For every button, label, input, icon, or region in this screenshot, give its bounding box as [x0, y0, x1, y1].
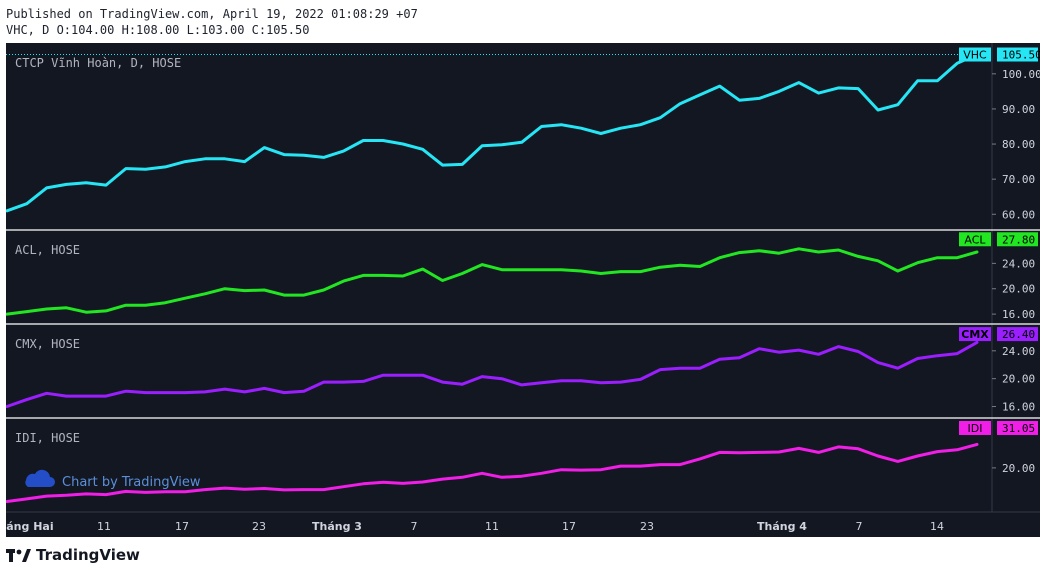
x-tick-label: 17	[175, 520, 189, 533]
ohlc-line: VHC, D O:104.00 H:108.00 L:103.00 C:105.…	[6, 23, 310, 37]
series-line-acl[interactable]	[6, 247, 979, 316]
last-value-label-cmx: 26.40	[1002, 328, 1035, 341]
y-tick-label: 16.00	[1002, 401, 1035, 414]
last-value-label-vhc: 105.50	[1002, 49, 1040, 62]
y-tick-label: 70.00	[1002, 173, 1035, 186]
series-line-cmx[interactable]	[6, 340, 979, 408]
x-tick-label: 17	[562, 520, 576, 533]
last-value-tag-idi	[997, 420, 1038, 435]
x-tick-label: 7	[856, 520, 863, 533]
y-tick-label: 20.00	[1002, 373, 1035, 386]
last-value-label-idi: 31.05	[1002, 422, 1035, 435]
symbol-tag-acl	[959, 232, 991, 247]
symbol-label-cmx: CMX	[961, 328, 989, 341]
symbol-tag-idi	[959, 420, 991, 435]
x-tick-label: 23	[640, 520, 654, 533]
pane-title-idi: IDI, HOSE	[15, 431, 80, 445]
pane-title-vhc: CTCP Vĩnh Hoàn, D, HOSE	[15, 56, 181, 70]
tradingview-logo-icon	[6, 549, 31, 562]
symbol-tag-vhc	[959, 47, 991, 62]
y-tick-label: 24.00	[1002, 257, 1035, 270]
last-value-tag-vhc	[997, 47, 1038, 62]
x-tick-label: 11	[485, 520, 499, 533]
chart-area[interactable]: CTCP Vĩnh Hoàn, D, HOSE 100.00 90.00 80.00 7…	[6, 43, 1040, 537]
y-tick-label: 20.00	[1002, 462, 1035, 475]
published-line: Published on TradingView.com, April 19, …	[6, 7, 418, 21]
y-tick-label: 24.00	[1002, 345, 1035, 358]
x-tick-label: Tháng 4	[757, 520, 807, 533]
watermark-text: Chart by TradingView	[62, 475, 201, 490]
cloud-icon	[25, 469, 55, 487]
y-tick-label: 90.00	[1002, 103, 1035, 116]
symbol-label-acl: ACL	[964, 233, 986, 246]
series-line-vhc[interactable]	[6, 53, 979, 213]
last-value-label-acl: 27.80	[1002, 233, 1035, 246]
last-value-tag-cmx	[997, 327, 1038, 342]
y-tick-label: 80.00	[1002, 138, 1035, 151]
symbol-tag-cmx	[959, 327, 991, 342]
x-tick-label: 7	[411, 520, 418, 533]
pane-title-cmx: CMX, HOSE	[15, 337, 80, 351]
x-tick-label: 11	[97, 520, 111, 533]
pane-title-acl: ACL, HOSE	[15, 243, 80, 257]
x-tick-label: 14	[930, 520, 944, 533]
y-tick-label: 60.00	[1002, 208, 1035, 221]
x-tick-label: 23	[252, 520, 266, 533]
x-tick-label: háng Hai	[6, 520, 54, 533]
series-line-idi[interactable]	[6, 442, 979, 503]
symbol-label-vhc: VHC	[963, 49, 987, 62]
multi-pane-line-chart: CTCP Vĩnh Hoàn, D, HOSE 100.00 90.00 80.00 7…	[6, 43, 1040, 533]
symbol-label-idi: IDI	[968, 422, 983, 435]
tradingview-footer-logo[interactable]: TradingView	[6, 546, 140, 564]
last-value-tag-acl	[997, 232, 1038, 247]
x-tick-label: Tháng 3	[312, 520, 362, 533]
footer-brand: TradingView	[36, 546, 140, 564]
y-tick-label: 100.00	[1002, 68, 1040, 81]
y-tick-label: 20.00	[1002, 283, 1035, 296]
chart-by-tradingview-watermark[interactable]: Chart by TradingView	[25, 469, 201, 490]
y-tick-label: 16.00	[1002, 308, 1035, 321]
